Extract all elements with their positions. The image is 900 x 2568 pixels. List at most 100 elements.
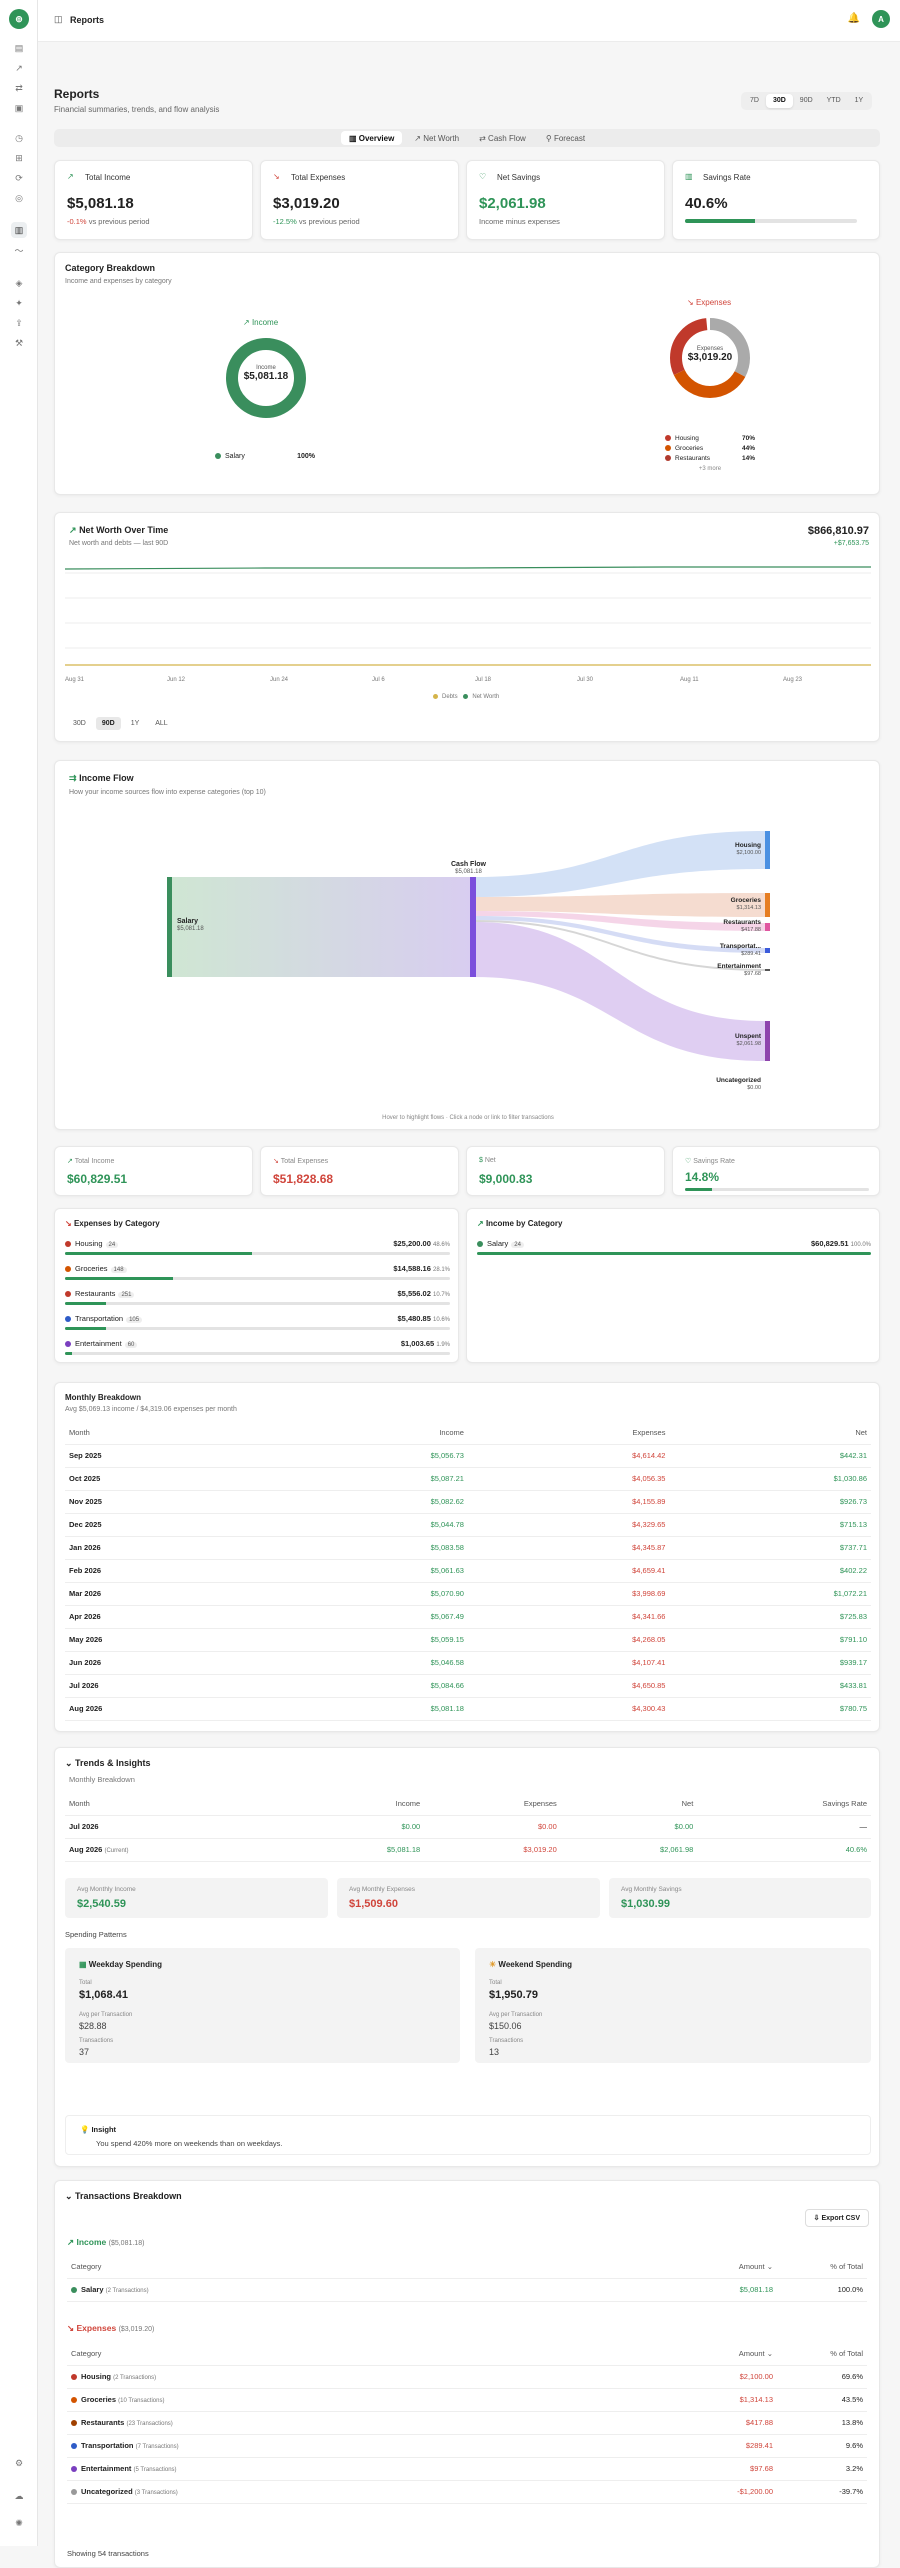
table-row: Sep 2025 $5,056.73 $4,614.42 $442.31 [65,1444,871,1468]
table-row: Oct 2025 $5,087.21 $4,056.35 $1,030.86 [65,1467,871,1491]
transactions-card: ⌄ Transactions Breakdown ⇩ Export CSV ↗ … [54,2180,880,2568]
nw-range-30d[interactable]: 30D [73,720,86,727]
tab-net-worth[interactable]: ↗ Net Worth [414,134,460,143]
expenses-by-category-card: ↘ Expenses by Category Housing 24 $25,200.… [54,1208,459,1363]
trends-card: ⌄ Trends & Insights Monthly Breakdown Mo… [54,1747,880,2167]
expenses-donut[interactable] [665,313,755,403]
summary-net: $ Net $9,000.83 [466,1146,665,1196]
sankey-target-label[interactable]: Groceries $1,314.13 [730,897,761,911]
net-worth-chart[interactable] [65,553,871,673]
sankey-target-label[interactable]: Housing $2,100.00 [735,842,761,856]
expense-category-row[interactable]: Transportation 105 $5,480.85 10.6% [65,1314,450,1330]
export-csv-button[interactable]: ⇩ Export CSV [804,2209,869,2227]
tab-forecast[interactable]: ⚲ Forecast [545,134,586,143]
table-row[interactable]: Restaurants (23 Transactions) $417.88 13.8… [67,2411,867,2435]
transfer-icon[interactable]: ⇄ [15,82,23,93]
sync-icon[interactable]: ☁ [14,2490,24,2501]
table-row: Aug 2026 (Current) $5,081.18 $3,019.20 $2,0… [65,1838,871,1862]
bar-chart-icon: ▥ [685,172,693,181]
avg-income: Avg Monthly Income $2,540.59 [65,1878,328,1918]
table-row[interactable]: Salary (2 Transactions) $5,081.18 100.0% [67,2278,867,2302]
clock-icon[interactable]: ◷ [15,132,23,143]
sankey-node[interactable] [765,893,770,917]
monthly-breakdown-card: Monthly Breakdown Avg $5,069.13 income /… [54,1382,880,1732]
expense-category-row[interactable]: Groceries 148 $14,588.16 28.1% [65,1264,450,1280]
top-bar: ◫ Reports 🔔 A [38,0,900,42]
sidebar-toggle-icon[interactable]: ◫ [54,14,63,24]
income-transactions-table: Category Amount ⌄% of Total Salary (2 Tra… [67,2255,867,2302]
nw-range-90d[interactable]: 90D [95,717,121,730]
sankey-source[interactable]: Salary $5,081.18 [177,918,204,932]
summary-total-expenses: ↘ Total Expenses $51,828.68 [260,1146,459,1196]
table-row: Dec 2025 $5,044.78 $4,329.65 $715.13 [65,1513,871,1537]
nw-range-all[interactable]: ALL [155,720,168,727]
trend-icon[interactable]: ↗ [15,62,23,73]
category-color-dot [65,1341,71,1348]
weekday-spending: ▦ Weekday Spending Total $1,068.41 Avg p… [65,1948,460,2063]
tools-icon[interactable]: ⚒ [14,337,24,348]
range-90d[interactable]: 90D [799,97,813,104]
sankey-target-label[interactable]: Unspent $2,061.98 [735,1033,761,1047]
tab-cash-flow[interactable]: ⇄ Cash Flow [479,134,526,143]
bell-icon[interactable]: 🔔 [847,13,860,24]
category-share-bar [65,1352,450,1355]
app-logo-icon[interactable]: ⊚ [9,9,29,29]
dashboard-icon[interactable]: ▤ [14,42,24,53]
expense-category-row[interactable]: Entertainment 60 $1,003.65 1.9% [65,1339,450,1355]
category-color-dot [65,1291,71,1298]
range-7d[interactable]: 7D [750,97,759,104]
sankey-target-label[interactable]: Restaurants $417.88 [723,919,761,933]
range-selector: 7D 30D 90D YTD 1Y [741,92,873,110]
globe-icon[interactable]: ◎ [15,192,23,203]
category-color-dot [65,1241,71,1248]
sankey-target-label[interactable]: Transportat... $289.41 [719,942,761,957]
page-title: Reports [54,87,100,101]
summary-savings-rate: ♡ Savings Rate 14.8% [672,1146,880,1196]
expense-category-row[interactable]: Housing 24 $25,200.00 48.6% [65,1239,450,1255]
reports-icon[interactable]: ▥ [11,222,27,238]
income-donut[interactable] [221,333,311,423]
expense-transactions-table: Category Amount ⌄% of Total Housing (2 Tr… [67,2342,867,2504]
table-row[interactable]: Transportation (7 Transactions) $289.41 9.… [67,2434,867,2458]
sankey-node[interactable] [765,969,770,971]
expenses-legend: Housing 70% Groceries 44% Restaurants 14% +… [665,434,755,474]
kpi-total-expenses: ↘ Total Expenses $3,019.20 -12.5% vs pre… [260,160,459,240]
range-ytd[interactable]: YTD [826,97,841,104]
sankey-node[interactable] [765,923,770,931]
table-row[interactable]: Entertainment (5 Transactions) $97.68 3.2% [67,2457,867,2481]
range-1y[interactable]: 1Y [854,97,864,104]
wallet-icon[interactable]: ▣ [14,102,24,113]
sankey-node[interactable] [765,831,770,869]
upload-icon[interactable]: ⇪ [15,317,23,328]
sankey-diagram[interactable] [55,761,881,1131]
tag-icon[interactable]: ◈ [15,277,23,288]
settings-icon[interactable]: ⚙ [14,2457,24,2468]
trends-header[interactable]: ⌄ Trends & Insights [65,1758,151,1768]
sankey-target-label[interactable]: Entertainment $97.68 [717,963,761,977]
sankey-node[interactable] [765,948,770,953]
calculator-icon[interactable]: ⊞ [15,152,23,163]
table-row[interactable]: Housing (2 Transactions) $2,100.00 69.6% [67,2365,867,2389]
expense-category-row[interactable]: Restaurants 251 $5,556.02 10.7% [65,1289,450,1305]
net-worth-range: 30D 90D 1Y ALL [67,717,174,730]
table-row[interactable]: Uncategorized (3 Transactions) -$1,200.00… [67,2480,867,2504]
help-icon[interactable]: ✺ [15,2517,23,2528]
category-share-bar [65,1252,450,1255]
target-icon[interactable]: ✦ [15,297,23,308]
table-row[interactable]: Groceries (10 Transactions) $1,314.13 43.5… [67,2388,867,2412]
repeat-icon[interactable]: ⟳ [15,172,23,183]
sankey-middle[interactable]: Cash Flow $5,081.18 [451,861,487,875]
range-30d[interactable]: 30D [765,94,793,108]
sankey-target-label[interactable]: Uncategorized $0.00 [716,1077,761,1091]
kpi-savings-rate: ▥ Savings Rate 40.6% [672,160,880,240]
nw-range-1y[interactable]: 1Y [130,720,140,727]
table-row: Aug 2026 $5,081.18 $4,300.43 $780.75 [65,1697,871,1721]
income-category-salary[interactable]: Salary 24 $60,829.51 100.0% [477,1239,871,1255]
sankey-node[interactable] [765,1021,770,1061]
summary-total-income: ↗ Total Income $60,829.51 [54,1146,253,1196]
avatar[interactable]: A [872,10,890,28]
calendar-icon: ▦ [79,1960,87,1969]
tab-overview[interactable]: ▥ Overview [340,131,403,145]
transactions-header[interactable]: ⌄ Transactions Breakdown [65,2191,182,2201]
chart-line-icon[interactable]: 〜 [14,245,24,256]
